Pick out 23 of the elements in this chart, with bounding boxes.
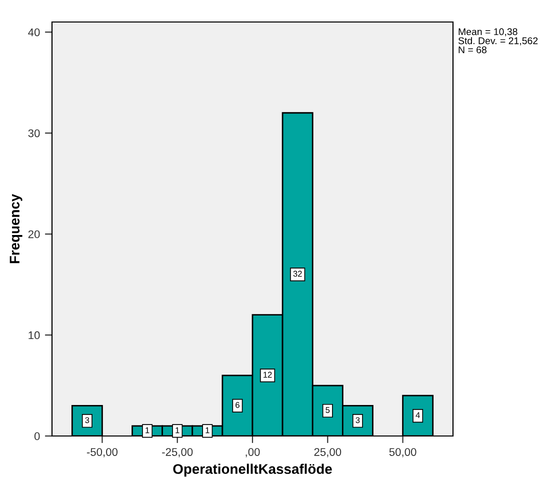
y-tick-label: 30 bbox=[28, 129, 40, 138]
y-tick-label: 10 bbox=[28, 331, 40, 340]
data-label: 5 bbox=[326, 407, 330, 413]
data-label: 1 bbox=[146, 427, 150, 434]
data-label: 6 bbox=[236, 402, 240, 408]
data-label: 1 bbox=[206, 427, 210, 434]
data-label: 3 bbox=[356, 417, 360, 424]
y-tick-label: 40 bbox=[28, 28, 40, 36]
y-tick-label: 20 bbox=[28, 230, 40, 238]
text: Mean = 10,38 Std. Dev. = 21,562 N = 68 bbox=[458, 28, 538, 54]
data-label: 12 bbox=[264, 372, 272, 378]
x-tick-label: -25,00 bbox=[162, 448, 193, 458]
data-label: 32 bbox=[293, 270, 302, 277]
x-tick-label: 25,00 bbox=[314, 448, 342, 458]
x-tick-label: ,00 bbox=[246, 448, 260, 458]
x-axis-title: OperationelltKassaflöde bbox=[173, 464, 332, 477]
data-label: 1 bbox=[176, 427, 180, 434]
data-label: 4 bbox=[416, 412, 420, 418]
data-label: 3 bbox=[85, 417, 90, 424]
y-tick-label: 0 bbox=[34, 432, 40, 440]
x-tick-label: -50,00 bbox=[86, 448, 118, 458]
x-tick-label: 50,00 bbox=[389, 448, 416, 458]
y-axis-title: Frequency bbox=[10, 194, 22, 264]
